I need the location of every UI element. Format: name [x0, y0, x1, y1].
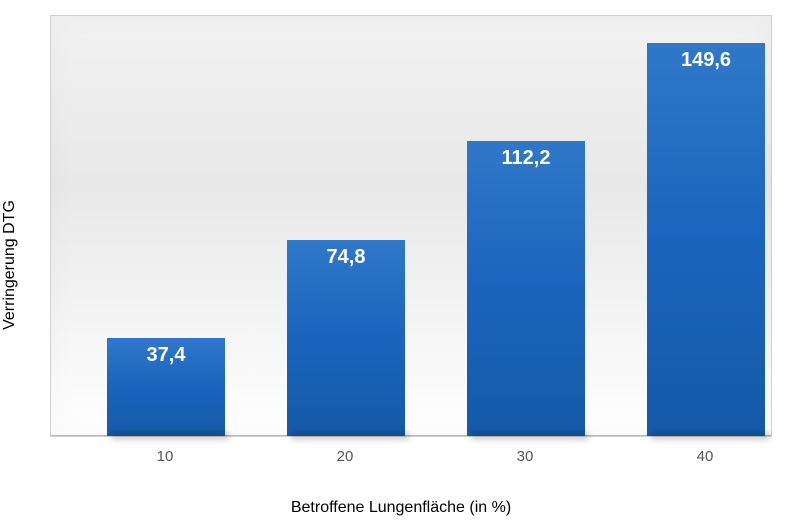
bar: 74,8 [287, 240, 405, 436]
bar: 37,4 [107, 338, 225, 436]
x-tick-label: 40 [697, 448, 714, 465]
x-axis-label: Betroffene Lungenfläche (in %) [0, 499, 802, 517]
bar-value-label: 149,6 [647, 49, 765, 72]
plot-area: 37,4 74,8 112,2 149,6 [50, 15, 772, 437]
x-tick-labels: 10 20 30 40 [50, 448, 770, 478]
x-tick-label: 10 [157, 448, 174, 465]
bar: 149,6 [647, 43, 765, 436]
x-tick-label: 20 [337, 448, 354, 465]
bar-value-label: 112,2 [467, 147, 585, 170]
y-axis-label: Verringerung DTG [1, 200, 19, 330]
x-tick-label: 30 [517, 448, 534, 465]
bar-chart: Verringerung DTG 37,4 74,8 112,2 149,6 10 20… [0, 0, 802, 529]
bar-value-label: 74,8 [287, 246, 405, 269]
bar-value-label: 37,4 [107, 344, 225, 367]
bar: 112,2 [467, 141, 585, 436]
